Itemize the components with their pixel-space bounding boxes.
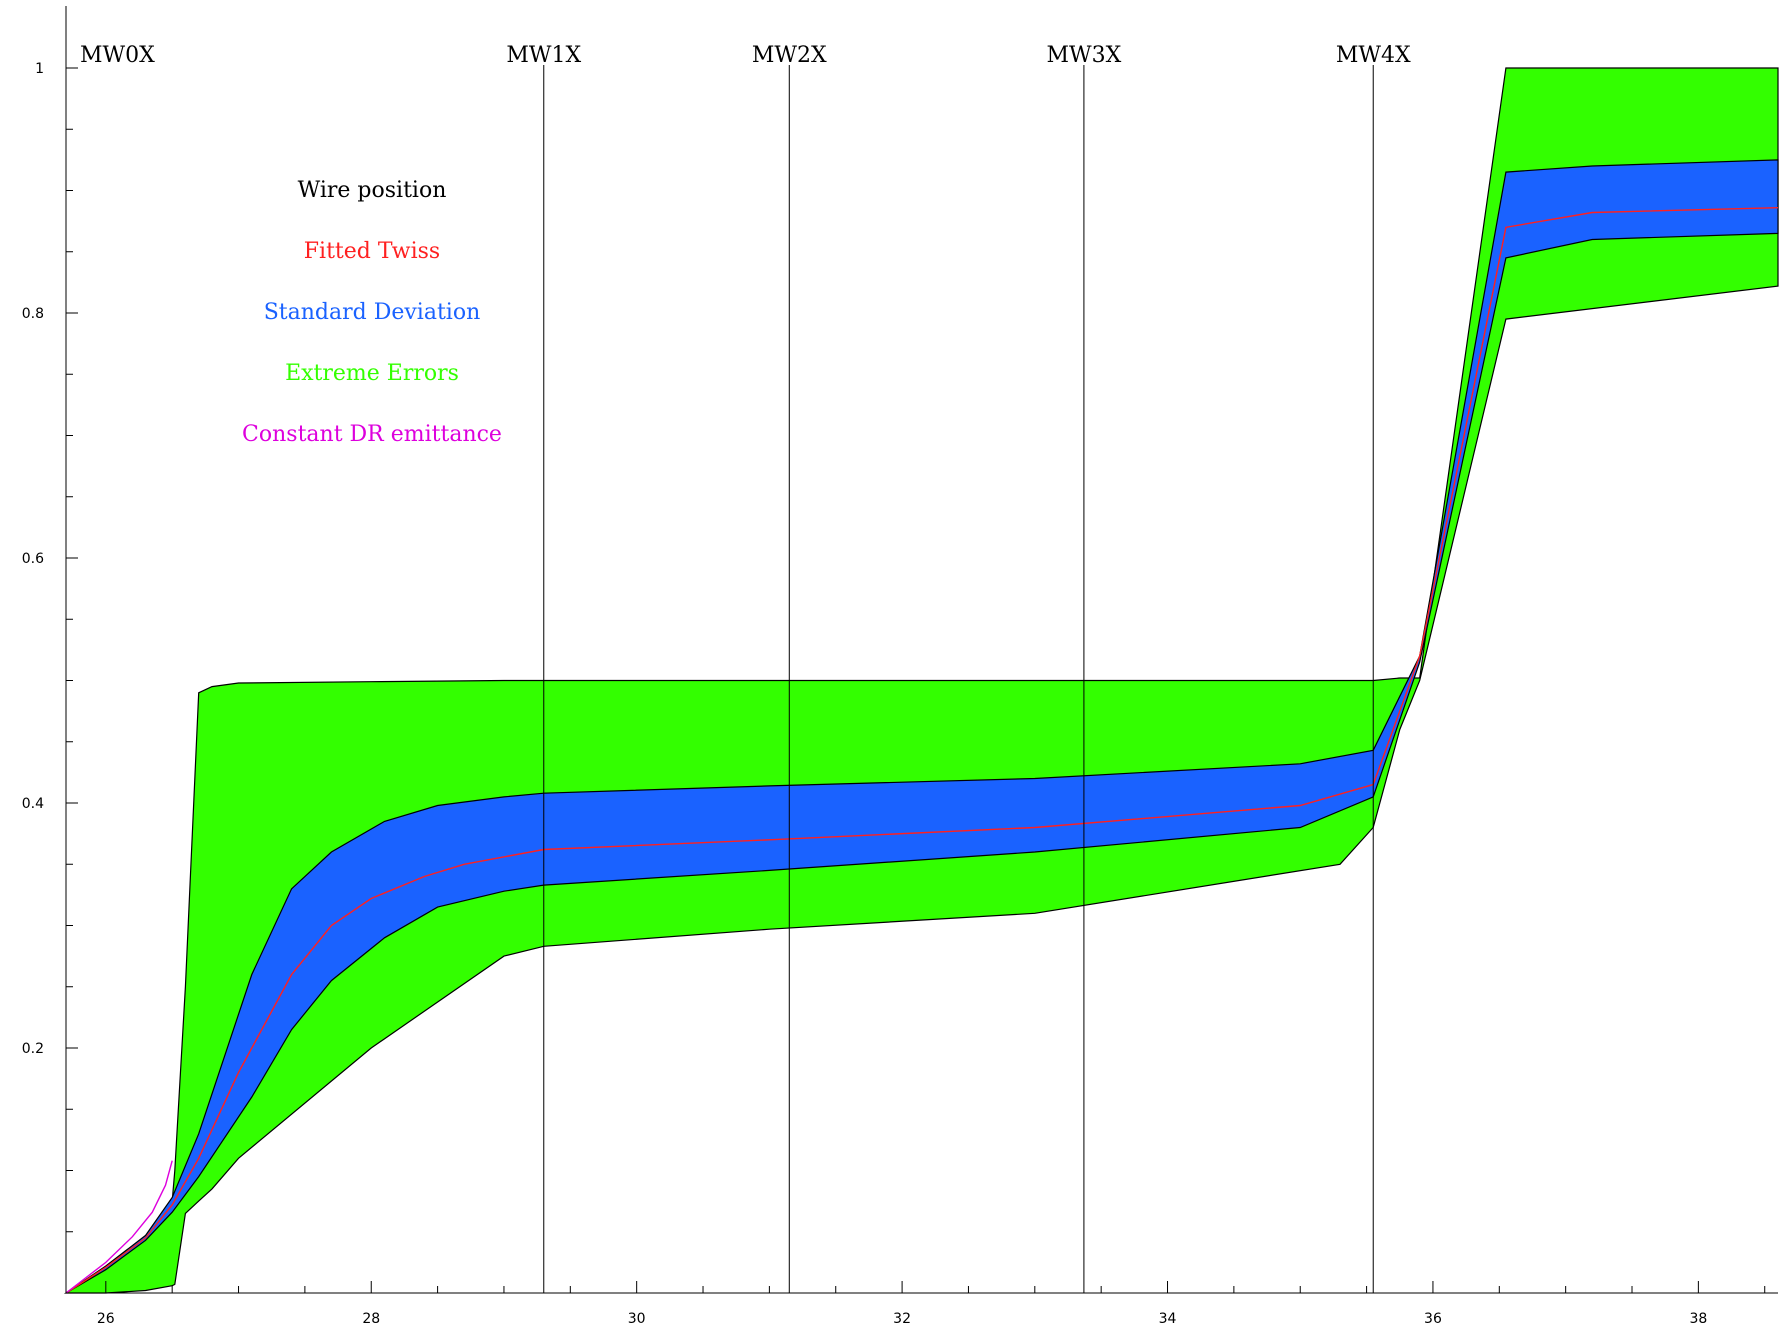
legend-entry-wire-position: Wire position <box>298 178 447 203</box>
legend-entry-fitted-twiss: Fitted Twiss <box>304 239 440 264</box>
series-layer <box>63 67 1779 1294</box>
y-tick-label: 0.2 <box>22 1041 44 1057</box>
y-tick-label: 0.4 <box>22 796 44 812</box>
wire-label-mw3x: MW3X <box>1047 43 1122 68</box>
line-fitted-twiss <box>65 207 1779 1294</box>
wire-label-mw4x: MW4X <box>1336 43 1411 68</box>
legend-entry-standard-deviation: Standard Deviation <box>264 300 481 325</box>
legend: Wire position Fitted Twiss Standard Deviat… <box>242 178 502 447</box>
x-tick-label: 38 <box>1689 1311 1707 1327</box>
y-tick-label: 0.6 <box>22 551 44 567</box>
wire-label-mw2x: MW2X <box>752 43 827 68</box>
wire-label-mw0x: MW0X <box>80 43 155 68</box>
x-tick-label: 30 <box>628 1311 646 1327</box>
legend-entry-constant-dr-emittance: Constant DR emittance <box>242 422 502 447</box>
wire-position-layer: MW0X MW1X MW2X MW3X MW4X <box>80 43 1411 1293</box>
x-tick-label: 32 <box>893 1311 911 1327</box>
x-tick-label: 26 <box>97 1311 115 1327</box>
x-tick-label: 36 <box>1424 1311 1442 1327</box>
legend-entry-extreme-errors: Extreme Errors <box>285 361 459 386</box>
wire-label-mw1x: MW1X <box>506 43 581 68</box>
band-standard-deviation <box>65 159 1779 1294</box>
axes-layer: 26 28 30 32 34 36 38 0.2 0.4 0.6 0.8 1 <box>22 6 1778 1327</box>
line-constant-dr-emittance <box>65 1160 173 1294</box>
x-tick-label: 34 <box>1159 1311 1177 1327</box>
x-tick-label: 28 <box>362 1311 380 1327</box>
y-tick-label: 0.8 <box>22 306 44 322</box>
y-tick-label: 1 <box>35 61 44 77</box>
